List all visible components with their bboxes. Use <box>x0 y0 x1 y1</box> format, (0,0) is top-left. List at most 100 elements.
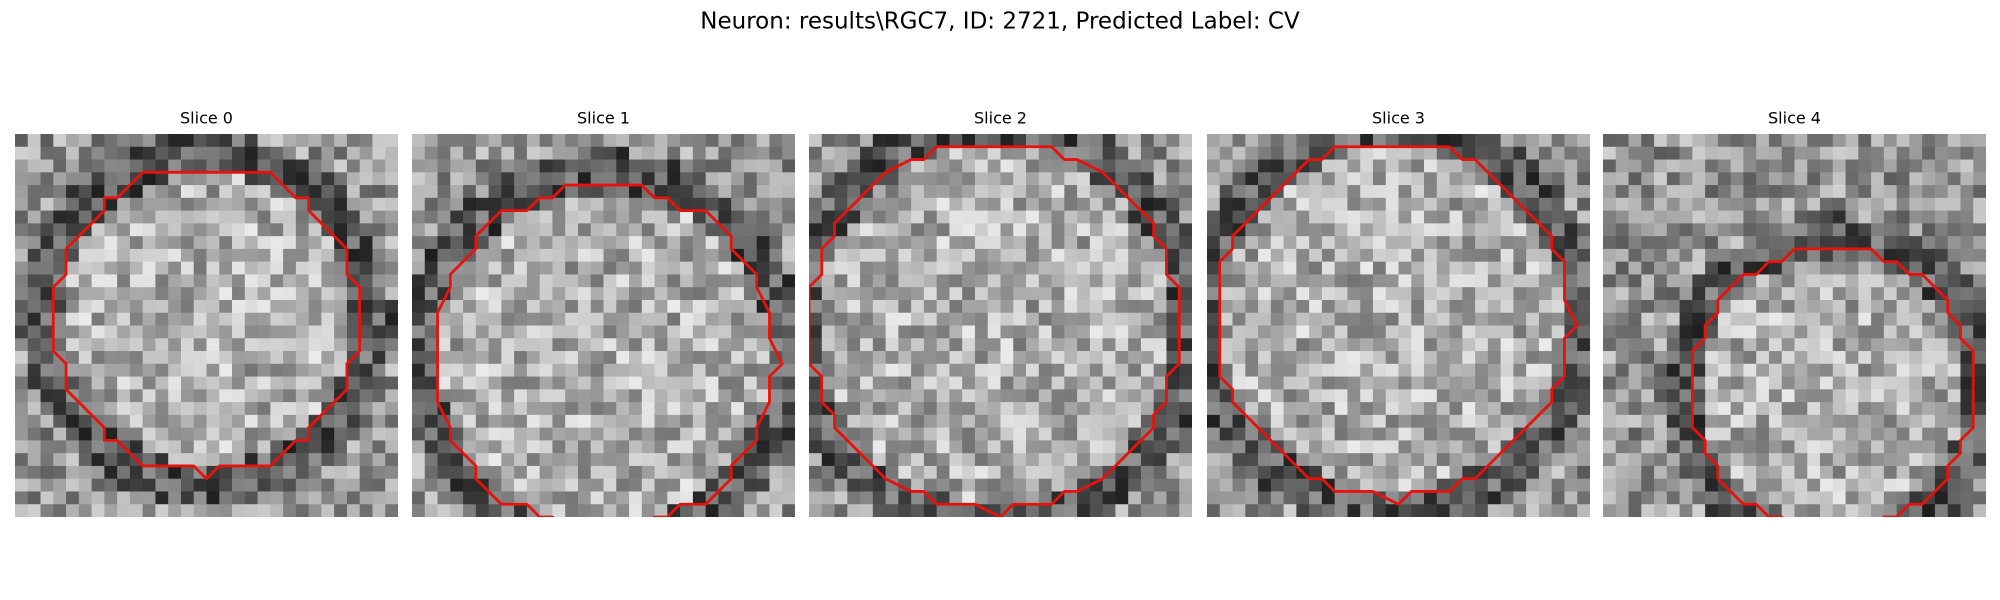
pixel <box>1462 465 1476 480</box>
pixel <box>898 325 912 339</box>
pixel <box>1013 210 1027 224</box>
pixel <box>1245 440 1259 454</box>
pixel <box>577 491 592 505</box>
pixel <box>283 261 297 275</box>
pixel <box>1551 172 1565 186</box>
pixel <box>1296 223 1310 237</box>
pixel <box>1360 299 1374 314</box>
pixel <box>731 274 745 288</box>
pixel <box>1603 465 1617 480</box>
pixel <box>193 287 208 301</box>
pixel <box>923 427 938 441</box>
pixel <box>1153 440 1167 454</box>
pixel <box>565 274 579 288</box>
pixel <box>1077 210 1091 224</box>
pixel <box>334 197 348 212</box>
pixel <box>1679 299 1693 314</box>
pixel <box>155 299 169 314</box>
pixel <box>552 414 566 429</box>
pixel <box>1564 504 1578 517</box>
pixel <box>424 504 439 517</box>
pixel <box>1551 440 1565 454</box>
pixel <box>1717 389 1732 403</box>
pixel <box>1487 274 1502 288</box>
pixel <box>270 351 284 365</box>
pixel <box>718 159 732 173</box>
pixel <box>962 172 976 186</box>
pixel <box>1026 453 1040 467</box>
pixel <box>834 274 848 288</box>
pixel <box>731 402 745 416</box>
pixel <box>283 274 297 288</box>
pixel <box>1883 427 1898 441</box>
pixel <box>1026 491 1040 505</box>
pixel <box>1858 274 1872 288</box>
pixel <box>450 185 464 199</box>
pixel <box>117 210 131 224</box>
pixel <box>885 414 899 429</box>
pixel <box>168 223 182 237</box>
pixel <box>565 414 579 429</box>
pixel <box>1424 414 1438 429</box>
pixel <box>718 504 732 517</box>
pixel <box>1140 325 1155 339</box>
pixel <box>577 172 592 186</box>
pixel <box>860 338 874 352</box>
pixel <box>577 389 592 403</box>
pixel <box>1283 478 1297 492</box>
pixel <box>1064 427 1078 441</box>
pixel <box>1051 210 1065 224</box>
pixel <box>1768 185 1783 199</box>
pixel <box>809 440 823 454</box>
pixel <box>539 210 553 224</box>
pixel <box>232 299 246 314</box>
pixel <box>1026 389 1040 403</box>
pixel <box>911 465 925 480</box>
pixel <box>1654 185 1668 199</box>
pixel <box>1462 453 1476 467</box>
pixel <box>488 338 502 352</box>
pixel <box>1283 389 1297 403</box>
pixel <box>104 185 118 199</box>
pixel <box>974 172 989 186</box>
pixel <box>667 363 681 378</box>
pixel <box>603 491 617 505</box>
pixel <box>53 236 67 250</box>
pixel <box>1500 159 1514 173</box>
pixel <box>1526 172 1540 186</box>
pixel <box>1500 248 1514 263</box>
pixel <box>1603 172 1617 186</box>
pixel <box>1820 274 1834 288</box>
pixel <box>680 402 694 416</box>
pixel <box>680 491 694 505</box>
pixel <box>1883 376 1898 390</box>
pixel <box>565 312 579 327</box>
pixel <box>1436 491 1451 505</box>
pixel <box>1845 325 1859 339</box>
pixel <box>1756 197 1770 212</box>
pixel <box>321 325 335 339</box>
pixel <box>463 274 477 288</box>
pixel <box>15 287 29 301</box>
pixel <box>321 376 335 390</box>
pixel <box>1832 146 1847 161</box>
pixel <box>1013 376 1027 390</box>
pixel <box>898 338 912 352</box>
pixel <box>847 427 861 441</box>
pixel <box>1153 299 1167 314</box>
pixel <box>616 338 630 352</box>
contour <box>1218 145 1579 506</box>
pixel <box>514 146 528 161</box>
pixel <box>1411 223 1425 237</box>
pixel <box>1845 440 1859 454</box>
pixel <box>1641 299 1655 314</box>
pixel <box>565 287 579 301</box>
pixel <box>295 197 310 212</box>
pixel <box>834 402 848 416</box>
pixel <box>1385 414 1400 429</box>
pixel <box>359 325 373 339</box>
pixel <box>756 389 770 403</box>
pixel <box>743 491 758 505</box>
pixel <box>1641 389 1655 403</box>
pixel <box>385 299 398 314</box>
